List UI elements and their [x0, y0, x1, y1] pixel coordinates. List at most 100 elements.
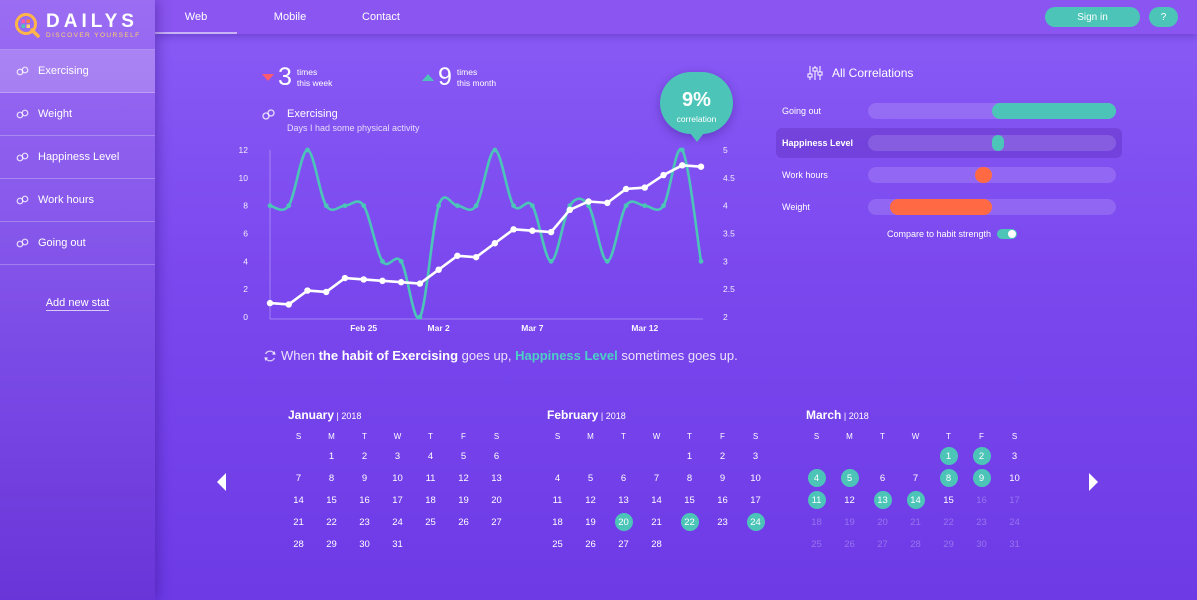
calendar-day[interactable]: 31 [392, 538, 403, 550]
calendar-day[interactable]: 5 [833, 467, 866, 489]
calendar-day[interactable]: 8 [328, 472, 335, 484]
calendar-day[interactable]: 14 [293, 494, 304, 506]
calendar-day[interactable]: 21 [651, 516, 662, 528]
calendar-day[interactable]: 15 [684, 494, 695, 506]
calendar-day[interactable]: 20 [491, 494, 502, 506]
calendar-day[interactable]: 27 [618, 538, 629, 550]
calendar-day[interactable]: 7 [653, 472, 660, 484]
calendar-day[interactable]: 26 [458, 516, 469, 528]
calendar-day[interactable]: 18 [552, 516, 563, 528]
calendar-day[interactable]: 5 [460, 450, 467, 462]
calendar-day[interactable]: 19 [458, 494, 469, 506]
calendar-day[interactable]: 28 [293, 538, 304, 550]
calendar-day[interactable]: 2 [965, 445, 998, 467]
calendar-day[interactable]: 13 [866, 489, 899, 511]
calendar-day[interactable]: 1 [686, 450, 693, 462]
sidebar-item-going-out[interactable]: Going out [0, 222, 155, 265]
calendar-day[interactable]: 16 [359, 494, 370, 506]
calendar-day[interactable]: 24 [392, 516, 403, 528]
help-button[interactable]: ? [1149, 7, 1178, 27]
calendar-day[interactable]: 11 [425, 472, 436, 484]
calendar-day[interactable]: 17 [392, 494, 403, 506]
tab-mobile[interactable]: Mobile [273, 11, 307, 23]
calendar-day[interactable]: 21 [910, 516, 921, 528]
calendar-day[interactable]: 17 [750, 494, 761, 506]
calendar-day[interactable]: 25 [425, 516, 436, 528]
calendar-day[interactable]: 22 [943, 516, 954, 528]
calendar-day[interactable]: 30 [976, 538, 987, 550]
calendar-day[interactable]: 3 [394, 450, 401, 462]
calendar-day[interactable]: 28 [910, 538, 921, 550]
calendar-day[interactable]: 23 [717, 516, 728, 528]
calendar-day[interactable]: 13 [491, 472, 502, 484]
calendar-day[interactable]: 31 [1009, 538, 1020, 550]
calendar-day[interactable]: 17 [1009, 494, 1020, 506]
calendar-day[interactable]: 6 [493, 450, 500, 462]
calendar-day[interactable]: 30 [359, 538, 370, 550]
calendar-day[interactable]: 3 [1011, 450, 1018, 462]
calendar-day[interactable]: 20 [607, 511, 640, 533]
calendar-day[interactable]: 9 [719, 472, 726, 484]
logo[interactable]: DAILYS DISCOVER YOURSELF [0, 0, 155, 50]
calendar-day[interactable]: 4 [800, 467, 833, 489]
calendar-day[interactable]: 19 [844, 516, 855, 528]
calendar-day[interactable]: 20 [877, 516, 888, 528]
next-month-arrow[interactable] [1089, 473, 1098, 491]
calendar-day[interactable]: 12 [585, 494, 596, 506]
calendar-day[interactable]: 23 [976, 516, 987, 528]
calendar-day[interactable]: 8 [686, 472, 693, 484]
calendar-day[interactable]: 9 [361, 472, 368, 484]
calendar-day[interactable]: 3 [752, 450, 759, 462]
add-new-stat-link[interactable]: Add new stat [0, 297, 155, 311]
calendar-day[interactable]: 10 [750, 472, 761, 484]
calendar-day[interactable]: 2 [719, 450, 726, 462]
calendar-day[interactable]: 6 [879, 472, 886, 484]
all-correlations-header[interactable]: All Correlations [807, 65, 913, 81]
correlation-row-work-hours[interactable]: Work hours [776, 160, 1122, 190]
calendar-day[interactable]: 27 [877, 538, 888, 550]
sidebar-item-weight[interactable]: Weight [0, 93, 155, 136]
calendar-day[interactable]: 21 [293, 516, 304, 528]
sidebar-item-happiness-level[interactable]: Happiness Level [0, 136, 155, 179]
calendar-day[interactable]: 7 [295, 472, 302, 484]
calendar-day[interactable]: 19 [585, 516, 596, 528]
calendar-day[interactable]: 1 [328, 450, 335, 462]
compare-toggle[interactable] [997, 229, 1018, 239]
calendar-day[interactable]: 4 [554, 472, 561, 484]
calendar-day[interactable]: 9 [965, 467, 998, 489]
calendar-day[interactable]: 24 [1009, 516, 1020, 528]
calendar-day[interactable]: 16 [976, 494, 987, 506]
calendar-day[interactable]: 8 [932, 467, 965, 489]
tab-web[interactable]: Web [155, 0, 237, 34]
sidebar-item-work-hours[interactable]: Work hours [0, 179, 155, 222]
calendar-day[interactable]: 22 [326, 516, 337, 528]
calendar-day[interactable]: 10 [392, 472, 403, 484]
calendar-day[interactable]: 15 [326, 494, 337, 506]
calendar-day[interactable]: 10 [1009, 472, 1020, 484]
calendar-day[interactable]: 11 [800, 489, 833, 511]
calendar-day[interactable]: 18 [425, 494, 436, 506]
prev-month-arrow[interactable] [217, 473, 226, 491]
calendar-day[interactable]: 16 [717, 494, 728, 506]
calendar-day[interactable]: 24 [739, 511, 772, 533]
calendar-day[interactable]: 2 [361, 450, 368, 462]
correlation-row-weight[interactable]: Weight [776, 192, 1122, 222]
tab-contact[interactable]: Contact [362, 11, 400, 23]
calendar-day[interactable]: 14 [899, 489, 932, 511]
calendar-day[interactable]: 29 [943, 538, 954, 550]
calendar-day[interactable]: 26 [844, 538, 855, 550]
calendar-day[interactable]: 12 [458, 472, 469, 484]
calendar-day[interactable]: 12 [844, 494, 855, 506]
correlation-row-happiness-level[interactable]: Happiness Level [776, 128, 1122, 158]
calendar-day[interactable]: 11 [552, 494, 563, 506]
calendar-day[interactable]: 6 [620, 472, 627, 484]
calendar-day[interactable]: 22 [673, 511, 706, 533]
calendar-day[interactable]: 26 [585, 538, 596, 550]
calendar-day[interactable]: 18 [811, 516, 822, 528]
calendar-day[interactable]: 23 [359, 516, 370, 528]
sidebar-item-exercising[interactable]: Exercising [0, 50, 155, 93]
sign-in-button[interactable]: Sign in [1045, 7, 1140, 27]
correlation-row-going-out[interactable]: Going out [776, 96, 1122, 126]
calendar-day[interactable]: 14 [651, 494, 662, 506]
insight-stat[interactable]: Happiness Level [515, 348, 618, 363]
